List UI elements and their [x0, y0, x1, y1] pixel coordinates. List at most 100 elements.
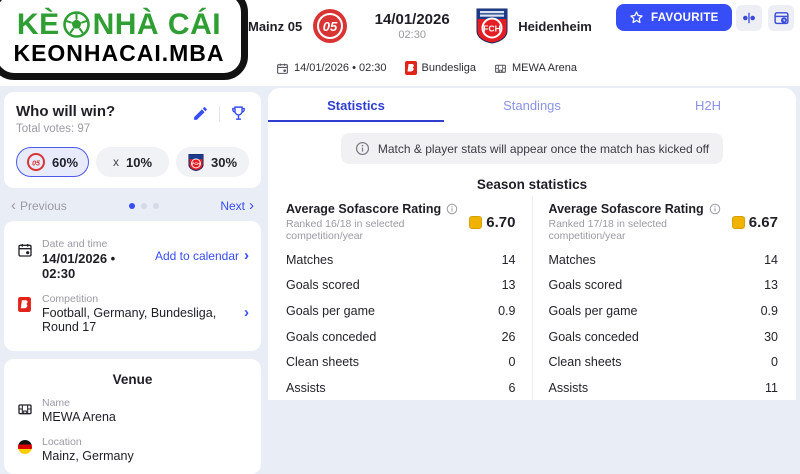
- keonhacai-logo[interactable]: KÈ NHÀ CÁI KEONHACAI.MBA: [0, 0, 248, 80]
- stat-value: 6: [508, 380, 516, 395]
- stat-row: Goals conceded 30: [549, 324, 779, 350]
- bundesliga-icon: [16, 293, 33, 312]
- vote-percent-draw: 10%: [125, 154, 153, 170]
- stat-label: Clean sheets: [286, 355, 359, 370]
- star-icon: [629, 10, 644, 25]
- stat-value: 14: [764, 252, 778, 267]
- divider: [219, 105, 220, 122]
- meta-competition[interactable]: Bundesliga: [404, 61, 476, 75]
- favourite-button[interactable]: FAVOURITE: [616, 4, 732, 31]
- tab-standings[interactable]: Standings: [444, 88, 620, 122]
- stat-row: Goals scored 13: [286, 273, 516, 299]
- away-team-logo-icon[interactable]: FCH: [475, 8, 509, 44]
- calendar-icon: [16, 238, 33, 258]
- info-icon[interactable]: [446, 203, 458, 215]
- rating-sub: Ranked 17/18 in selected competition/yea…: [548, 218, 668, 242]
- tab-h2h[interactable]: H2H: [620, 88, 796, 122]
- next-button[interactable]: Next ›: [220, 197, 254, 214]
- stadium-icon: [494, 62, 507, 75]
- vote-percent-away: 30%: [210, 154, 238, 170]
- compare-button[interactable]: [736, 5, 762, 31]
- stat-row: Matches 14: [549, 247, 779, 273]
- home-team-logo-icon[interactable]: 05: [311, 7, 349, 45]
- stat-label: Goals per game: [286, 303, 375, 318]
- datetime-label: Date and time: [42, 238, 108, 250]
- stat-label: Matches: [548, 252, 596, 267]
- vote-percent-home: 60%: [51, 154, 79, 170]
- stat-value: 14: [501, 252, 516, 267]
- stat-row: Goals conceded 26: [286, 324, 516, 350]
- sidebar: Who will win? Total votes: 97: [4, 92, 261, 474]
- home-team-name[interactable]: Mainz 05: [248, 18, 303, 34]
- window-clock-button[interactable]: [768, 5, 794, 31]
- brand-line1-post: NHÀ CÁI: [92, 7, 222, 41]
- tab-bar: Statistics Standings H2H: [268, 88, 796, 122]
- next-label: Next: [220, 198, 245, 213]
- brand-line2: KEONHACAI.MBA: [13, 39, 225, 66]
- vote-option-away[interactable]: FCH 30%: [176, 147, 249, 177]
- poll-title: Who will win?: [16, 103, 116, 120]
- competition-row[interactable]: Competition Football, Germany, Bundeslig…: [16, 287, 249, 340]
- germany-flag-icon: [16, 436, 33, 454]
- venue-location-row: Location Mainz, Germany: [16, 430, 249, 463]
- stat-value: 0: [771, 355, 778, 370]
- away-rating-value: 6.67: [748, 213, 778, 231]
- stat-row: Goals per game 0.9: [549, 298, 779, 324]
- window-clock-icon: [773, 10, 790, 27]
- stat-row: Assists 11: [549, 375, 779, 400]
- previous-button[interactable]: ‹ Previous: [11, 197, 67, 214]
- away-stats-column: Average Sofascore Rating Ranked 17/18 in…: [533, 196, 795, 400]
- datetime-value: 14/01/2026 • 02:30: [42, 251, 116, 281]
- chevron-right-icon: ›: [249, 197, 254, 214]
- stat-row: Clean sheets 0: [549, 349, 779, 375]
- venue-location-label: Location: [42, 436, 82, 448]
- venue-location-value: Mainz, Germany: [42, 449, 134, 463]
- pager-dot[interactable]: [140, 202, 147, 209]
- rating-badge-icon: [469, 215, 483, 229]
- rating-badge-icon: [731, 215, 745, 229]
- draw-symbol: x: [112, 155, 119, 169]
- pager-dot[interactable]: [152, 202, 159, 209]
- stat-label: Matches: [286, 252, 334, 267]
- meta-datetime: 14/01/2026 • 02:30: [276, 62, 387, 75]
- stat-row: Goals scored 13: [549, 273, 779, 299]
- meta-venue-text: MEWA Arena: [511, 62, 577, 74]
- svg-text:05: 05: [323, 19, 338, 34]
- vote-option-draw[interactable]: x 10%: [96, 147, 169, 177]
- leaderboard-button[interactable]: [228, 103, 249, 124]
- chevron-right-icon: ›: [244, 247, 249, 264]
- pager-dot[interactable]: [128, 202, 135, 209]
- away-rating-row: Average Sofascore Rating Ranked 17/18 in…: [549, 202, 779, 242]
- stat-value: 11: [765, 380, 778, 395]
- rating-title: Average Sofascore Rating: [548, 202, 704, 216]
- venue-card: Venue Name MEWA Arena Location Mainz, Ge…: [4, 359, 261, 474]
- svg-text:FCH: FCH: [192, 161, 200, 166]
- away-team-name[interactable]: Heidenheim: [518, 18, 592, 34]
- match-meta-row: 14/01/2026 • 02:30 Bundesliga MEWA Arena: [276, 61, 577, 75]
- add-to-calendar-button[interactable]: Add to calendar ›: [155, 238, 249, 263]
- match-details-card: Date and time 14/01/2026 • 02:30 Add to …: [4, 221, 261, 351]
- trophy-icon: [230, 105, 247, 122]
- poll-card: Who will win? Total votes: 97: [4, 92, 261, 188]
- competition-label: Competition: [42, 293, 99, 305]
- stat-label: Assists: [286, 380, 326, 395]
- vote-option-home[interactable]: 05 60%: [16, 147, 89, 177]
- stat-value: 0: [508, 355, 516, 370]
- tab-statistics[interactable]: Statistics: [268, 88, 444, 122]
- match-time: 02:30: [398, 29, 426, 41]
- match-date: 14/01/2026: [374, 11, 450, 28]
- previous-label: Previous: [20, 198, 67, 213]
- venue-name-label: Name: [42, 397, 71, 409]
- poll-pager: ‹ Previous Next ›: [4, 188, 261, 221]
- away-team-mini-logo-icon: FCH: [188, 153, 204, 171]
- stat-value: 26: [501, 329, 516, 344]
- stat-label: Goals scored: [286, 278, 360, 293]
- stat-row: Matches 14: [286, 247, 516, 273]
- stat-value: 13: [764, 278, 778, 293]
- info-icon[interactable]: [709, 203, 721, 215]
- edit-vote-button[interactable]: [190, 103, 211, 124]
- main-panel: Statistics Standings H2H Match & player …: [268, 88, 796, 400]
- bundesliga-icon: [404, 61, 417, 75]
- stadium-icon: [16, 397, 33, 417]
- chevron-left-icon: ‹: [11, 197, 16, 214]
